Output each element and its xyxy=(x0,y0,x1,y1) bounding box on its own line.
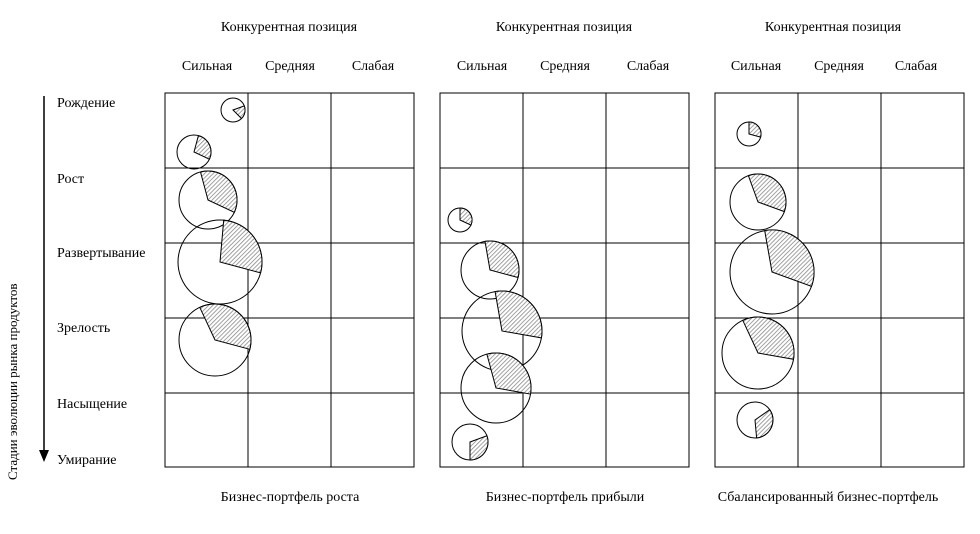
panel-2-product-5-bubble xyxy=(451,423,489,461)
panel-3-grid xyxy=(714,92,965,468)
panel-3-col-weak: Слабая xyxy=(894,59,938,74)
panel-2-product-1-bubble xyxy=(447,207,473,233)
bubble-share-wedge xyxy=(486,352,532,395)
bubble-share-wedge xyxy=(199,303,252,350)
bubble-share-wedge xyxy=(199,170,238,213)
panel-1-col-weak: Слабая xyxy=(351,59,395,74)
panel-1-caption: Бизнес-портфель роста xyxy=(220,490,360,505)
panel-3-product-2-bubble xyxy=(729,173,787,231)
bubble-share-wedge xyxy=(459,207,473,226)
panel-3-product-1-bubble xyxy=(736,121,762,147)
panel-2-heading: Конкурентная позиция xyxy=(495,20,633,35)
bubble-share-wedge xyxy=(494,290,543,339)
stage-label-birth: Рождение xyxy=(57,96,116,111)
stage-label-growth: Рост xyxy=(57,172,85,187)
panel-3-col-medium: Средняя xyxy=(814,59,864,74)
panel-1-product-5-bubble xyxy=(178,303,252,377)
bubble-share-wedge xyxy=(764,229,815,288)
panel-1-product-2-bubble xyxy=(176,134,212,170)
panel-1-col-strong: Сильная xyxy=(181,59,233,74)
bubble-share-wedge xyxy=(747,173,787,213)
panel-1-product-3-bubble xyxy=(178,170,238,230)
bubble-share-wedge xyxy=(469,435,489,461)
panel-3-heading: Конкурентная позиция xyxy=(764,20,902,35)
panel-1-product-1-bubble xyxy=(220,97,246,123)
axis-title: Стадии эволюции рынка продуктов xyxy=(5,283,20,481)
bubble-share-wedge xyxy=(232,105,246,120)
panel-2-col-strong: Сильная xyxy=(456,59,508,74)
panel-1-grid xyxy=(164,92,415,468)
panel-3-col-strong: Сильная xyxy=(730,59,782,74)
bubble-share-wedge xyxy=(484,240,520,279)
bubble-share-wedge xyxy=(219,219,263,274)
panel-2-col-weak: Слабая xyxy=(626,59,670,74)
panel-2-product-2-bubble xyxy=(460,240,520,300)
panel-1-product-4-bubble xyxy=(177,219,263,305)
panel-3-product-4-bubble xyxy=(721,316,795,390)
panel-2-product-4-bubble xyxy=(460,352,532,424)
panel-1-col-medium: Средняя xyxy=(265,59,315,74)
panel-1-heading: Конкурентная позиция xyxy=(220,20,358,35)
panel-2-grid xyxy=(439,92,690,468)
bubble-share-wedge xyxy=(754,409,774,439)
panel-3-product-5-bubble xyxy=(736,401,774,439)
stage-label-maturity: Зрелость xyxy=(57,321,111,336)
stage-label-expansion: Развертывание xyxy=(57,246,146,261)
bubble-share-wedge xyxy=(748,121,762,138)
panel-2-caption: Бизнес-портфель прибыли xyxy=(485,490,645,505)
panel-3-caption: Сбалансированный бизнес-портфель xyxy=(717,490,939,505)
stage-label-saturation: Насыщение xyxy=(57,397,128,412)
bubble-layer xyxy=(176,97,815,461)
bubble-share-wedge xyxy=(742,316,795,360)
bubble-share-wedge xyxy=(193,134,212,160)
stage-label-decline: Умирание xyxy=(57,453,117,468)
stage-axis-arrow xyxy=(39,96,49,462)
panel-3-product-3-bubble xyxy=(729,229,815,315)
panel-2-col-medium: Средняя xyxy=(540,59,590,74)
